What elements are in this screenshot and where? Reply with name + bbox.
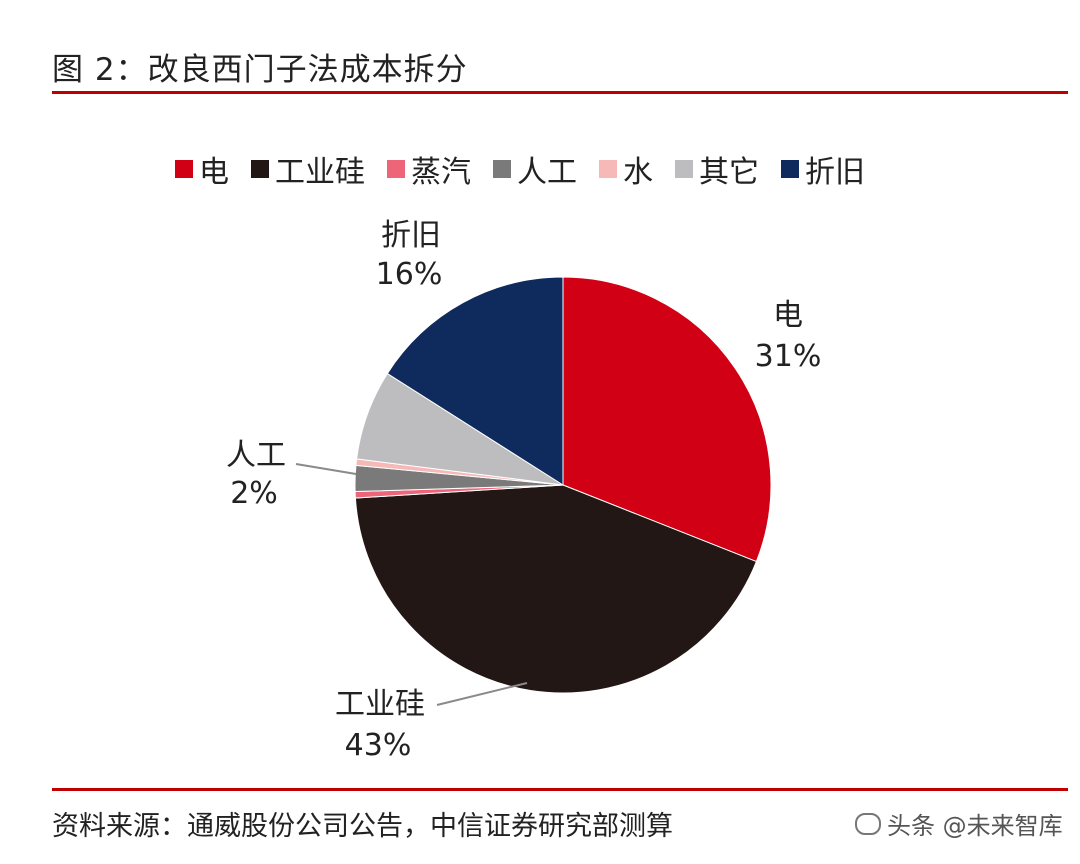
- legend-label: 水: [623, 155, 653, 190]
- data-label: 折旧: [381, 218, 441, 253]
- legend-label: 折旧: [805, 155, 865, 190]
- legend-item: 折旧: [781, 147, 865, 191]
- legend-swatch: [251, 160, 269, 178]
- legend-item: 蒸汽: [387, 147, 471, 191]
- leader-line: [436, 682, 528, 706]
- legend-swatch: [781, 160, 799, 178]
- pie-slice: [386, 276, 564, 486]
- bottom-rule: [52, 788, 1068, 791]
- legend-swatch: [675, 160, 693, 178]
- legend-item: 水: [599, 147, 653, 191]
- data-label: 工业硅: [335, 687, 425, 722]
- pie-slice: [562, 276, 772, 563]
- legend-item: 电: [175, 147, 229, 191]
- data-label: 31%: [755, 339, 822, 374]
- legend-label: 人工: [517, 155, 577, 190]
- legend-swatch: [175, 160, 193, 178]
- legend-swatch: [387, 160, 405, 178]
- data-label: 43%: [345, 728, 412, 763]
- watermark: 头条 @未来智库: [855, 806, 1063, 841]
- chart-legend: 电 工业硅 蒸汽 人工 水 其它 折旧: [175, 147, 865, 191]
- legend-swatch: [493, 160, 511, 178]
- watermark-icon: [855, 812, 881, 835]
- source-note: 资料来源：通威股份公司公告，中信证券研究部测算: [52, 811, 673, 842]
- figure-title: 图 2：改良西门子法成本拆分: [52, 52, 468, 88]
- legend-swatch: [599, 160, 617, 178]
- legend-label: 其它: [699, 155, 759, 190]
- data-label: 电: [773, 298, 803, 333]
- legend-label: 电: [199, 155, 229, 190]
- data-label: 人工: [226, 438, 286, 473]
- legend-item: 工业硅: [251, 147, 365, 191]
- top-rule: [52, 91, 1068, 94]
- data-label: 16%: [376, 257, 443, 292]
- pie-slice: [354, 484, 758, 694]
- data-label: 2%: [230, 476, 278, 511]
- watermark-text: 头条 @未来智库: [887, 812, 1063, 840]
- legend-item: 其它: [675, 147, 759, 191]
- legend-label: 工业硅: [275, 155, 365, 190]
- legend-label: 蒸汽: [411, 155, 471, 190]
- leader-line: [295, 463, 357, 475]
- legend-item: 人工: [493, 147, 577, 191]
